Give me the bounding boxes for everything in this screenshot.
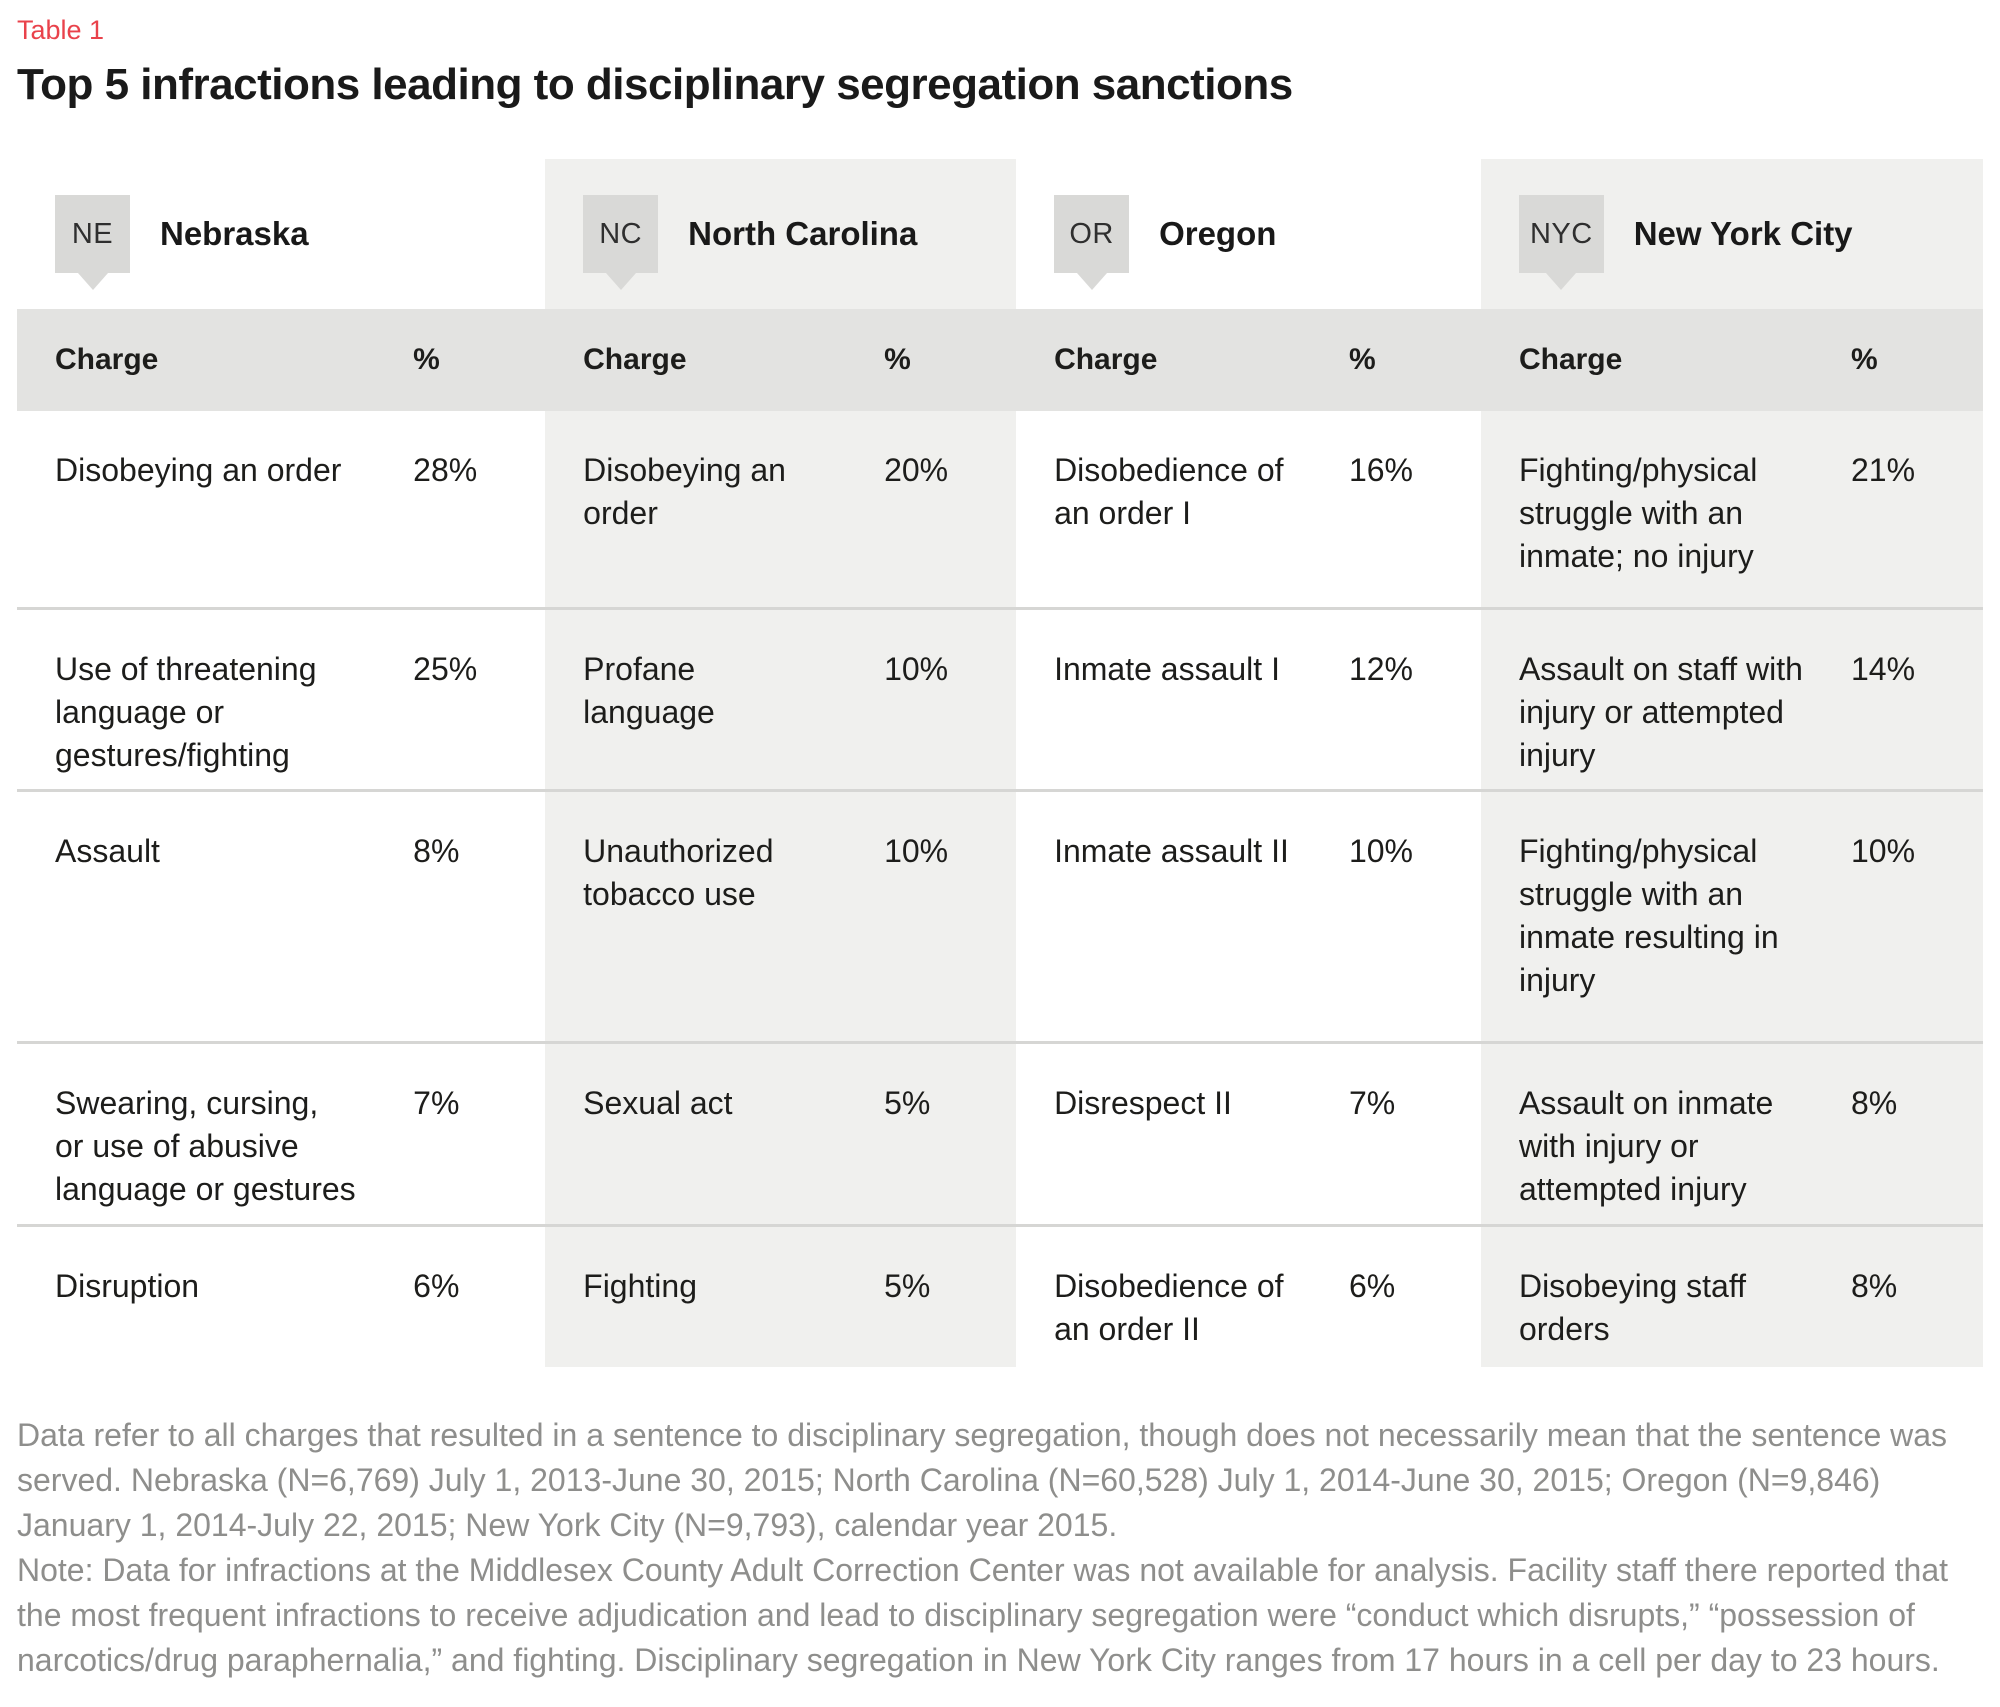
table-cell: Disruption 6% [17, 1224, 546, 1367]
state-header-new-york-city: NYC New York City [1480, 159, 1983, 309]
column-header-row-or: Charge % [1016, 309, 1481, 411]
charge-text: Sexual act [583, 1085, 733, 1121]
charge-text: Disobeying an order [583, 452, 786, 531]
percent-column-header: % [884, 343, 911, 376]
charge-text: Disruption [55, 1268, 200, 1304]
percent-value: 10% [1348, 833, 1413, 869]
charge-text: Assault on staff with injury or attempte… [1518, 651, 1803, 773]
state-abbr: NC [599, 217, 643, 250]
table-cell: Assault 8% [17, 789, 546, 1041]
state-abbr: NE [71, 217, 114, 250]
state-name: Nebraska [160, 215, 309, 252]
charge-column-header: Charge [55, 343, 159, 376]
percent-column-header: % [413, 343, 440, 376]
percent-value: 21% [1850, 452, 1916, 488]
charge-text: Swearing, cursing, or use of abusive lan… [55, 1085, 356, 1207]
state-abbr: NYC [1529, 217, 1593, 250]
table-cell: Inmate assault II 10% [1016, 789, 1481, 1041]
table-cell: Use of threatening language or gestures/… [17, 607, 546, 789]
percent-value: 8% [413, 833, 460, 869]
percent-value: 10% [1850, 833, 1916, 869]
charge-column-header: Charge [583, 343, 687, 376]
state-header-north-carolina: NC North Carolina [545, 159, 1017, 309]
percent-value: 5% [884, 1085, 931, 1121]
table-label: Table 1 [17, 15, 105, 45]
percent-value: 7% [1348, 1085, 1396, 1121]
table-cell: Disobedience of an order II 6% [1016, 1224, 1481, 1367]
state-name: New York City [1633, 215, 1853, 252]
table-cell: Fighting/physical struggle with an inmat… [1480, 789, 1983, 1041]
table-cell: Disobeying staff orders 8% [1480, 1224, 1983, 1367]
state-header-nebraska: NE Nebraska [17, 159, 545, 309]
table-cell: Assault on staff with injury or attempte… [1480, 607, 1983, 789]
charge-text: Assault on inmate with injury or attempt… [1518, 1085, 1774, 1207]
charge-text: Disobedience of an order II [1054, 1268, 1284, 1347]
column-header-row-nc: Charge % [545, 309, 1017, 411]
charge-text: Disobedience of an order I [1054, 452, 1284, 531]
percent-value: 25% [413, 651, 478, 687]
percent-value: 10% [884, 833, 949, 869]
charge-column-header: Charge [1518, 343, 1623, 376]
percent-value: 5% [884, 1268, 931, 1304]
table-cell: Disobeying an order 28% [17, 411, 545, 607]
charge-text: Inmate assault I [1054, 651, 1280, 687]
percent-value: 14% [1850, 651, 1916, 687]
table-title: Top 5 infractions leading to disciplinar… [17, 60, 1293, 109]
table-cell: Sexual act 5% [545, 1041, 1017, 1224]
charge-text: Use of threatening language or gestures/… [55, 651, 317, 773]
state-abbr: OR [1069, 217, 1114, 250]
table-cell: Disrespect II 7% [1016, 1041, 1481, 1224]
state-pin-badge: NE [55, 195, 130, 273]
charge-text: Fighting [583, 1268, 697, 1304]
percent-value: 6% [413, 1268, 460, 1304]
percent-value: 8% [1850, 1085, 1898, 1121]
state-pin-badge: NC [583, 195, 659, 273]
percent-column-header: % [1348, 343, 1376, 376]
percent-value: 28% [413, 452, 478, 488]
state-header-oregon: OR Oregon [1016, 159, 1481, 309]
table-cell: Profane language 10% [545, 607, 1017, 789]
percent-value: 7% [413, 1085, 460, 1121]
percent-value: 16% [1348, 452, 1413, 488]
infractions-table: NE Nebraska NC North Carolina OR Oregon … [17, 159, 1983, 1367]
percent-value: 8% [1850, 1268, 1898, 1304]
charge-text: Fighting/physical struggle with an inmat… [1518, 452, 1758, 574]
percent-value: 6% [1348, 1268, 1396, 1304]
table-cell: Inmate assault I 12% [1016, 607, 1481, 789]
state-pin-badge: OR [1054, 195, 1130, 273]
percent-value: 10% [884, 651, 949, 687]
table-cell: Disobedience of an order I 16% [1016, 411, 1481, 607]
charge-text: Disobeying staff orders [1518, 1268, 1747, 1347]
charge-text: Unauthorized tobacco use [583, 833, 774, 912]
table-cell: Disobeying an order 20% [545, 411, 1017, 607]
charge-text: Disrespect II [1054, 1085, 1232, 1121]
table-cell: Unauthorized tobacco use 10% [545, 789, 1017, 1041]
percent-value: 20% [884, 452, 949, 488]
percent-column-header: % [1850, 343, 1878, 376]
charge-text: Profane language [583, 651, 715, 730]
column-header-row-nyc: Charge % [1480, 309, 1983, 411]
table-cell: Assault on inmate with injury or attempt… [1480, 1041, 1983, 1224]
percent-value: 12% [1348, 651, 1413, 687]
charge-text: Disobeying an order [55, 452, 342, 488]
state-pin-badge: NYC [1518, 195, 1604, 273]
state-name: North Carolina [688, 215, 918, 252]
charge-text: Inmate assault II [1054, 833, 1289, 869]
charge-column-header: Charge [1054, 343, 1158, 376]
footnote-text: Data refer to all charges that resulted … [17, 1417, 1949, 1678]
state-name: Oregon [1159, 215, 1277, 252]
table-cell: Swearing, cursing, or use of abusive lan… [17, 1041, 546, 1224]
charge-text: Assault [55, 833, 160, 869]
table-cell: Fighting/physical struggle with an inmat… [1480, 411, 1983, 607]
column-header-row-ne: Charge % [17, 309, 546, 411]
table-cell: Fighting 5% [545, 1224, 1017, 1367]
charge-text: Fighting/physical struggle with an inmat… [1518, 833, 1779, 998]
